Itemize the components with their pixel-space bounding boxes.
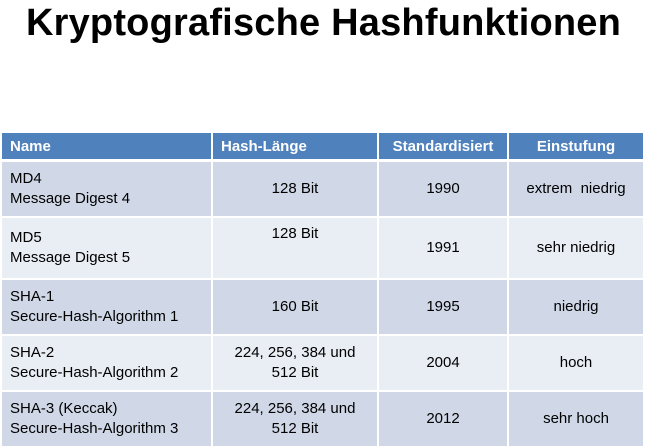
cell-name: MD4 Message Digest 4 xyxy=(2,160,213,218)
page-title: Kryptografische Hashfunktionen xyxy=(25,2,622,44)
table-header-row: Name Hash-Länge Standardisiert Einstufun… xyxy=(2,133,643,162)
cell-rating: sehr hoch xyxy=(508,391,643,448)
cell-hash-length: 224, 256, 384 und 512 Bit xyxy=(212,335,379,392)
algorithm-name: SHA-3 (Keccak) xyxy=(10,400,118,417)
algorithm-full-name: Message Digest 5 xyxy=(10,249,131,266)
cell-hash-length: 160 Bit xyxy=(212,279,379,336)
table-row: SHA-3 (Keccak) Secure-Hash-Algorithm 3 2… xyxy=(2,391,643,448)
algorithm-full-name: Secure-Hash-Algorithm 1 xyxy=(10,308,179,325)
table-row: SHA-2 Secure-Hash-Algorithm 2 224, 256, … xyxy=(2,335,643,392)
cell-year: 1995 xyxy=(378,279,509,336)
hash-functions-table: Name Hash-Länge Standardisiert Einstufun… xyxy=(2,133,643,448)
algorithm-name: SHA-2 xyxy=(10,344,55,361)
cell-year: 1990 xyxy=(378,160,509,218)
cell-name: MD5 Message Digest 5 xyxy=(2,217,213,280)
algorithm-name: MD5 xyxy=(10,229,42,246)
cell-rating: niedrig xyxy=(508,279,643,336)
hash-length-line-1: 224, 256, 384 und xyxy=(234,344,356,361)
algorithm-full-name: Secure-Hash-Algorithm 2 xyxy=(10,364,179,381)
cell-year: 2004 xyxy=(378,335,509,392)
cell-rating: hoch xyxy=(508,335,643,392)
table-row: SHA-1 Secure-Hash-Algorithm 1 160 Bit 19… xyxy=(2,279,643,336)
table-row: MD5 Message Digest 5 128 Bit 1991 sehr n… xyxy=(2,217,643,280)
header-name: Name xyxy=(2,133,213,162)
cell-name: SHA-3 (Keccak) Secure-Hash-Algorithm 3 xyxy=(2,391,213,448)
cell-hash-length: 224, 256, 384 und 512 Bit xyxy=(212,391,379,448)
algorithm-name: SHA-1 xyxy=(10,288,55,305)
cell-rating: sehr niedrig xyxy=(508,217,643,280)
cell-name: SHA-2 Secure-Hash-Algorithm 2 xyxy=(2,335,213,392)
cell-hash-length: 128 Bit xyxy=(212,160,379,218)
header-hash-length: Hash-Länge xyxy=(212,133,379,162)
hash-length-line-2: 512 Bit xyxy=(271,420,319,437)
cell-name: SHA-1 Secure-Hash-Algorithm 1 xyxy=(2,279,213,336)
cell-rating: extrem niedrig xyxy=(508,160,643,218)
cell-year: 2012 xyxy=(378,391,509,448)
cell-hash-length: 128 Bit xyxy=(212,217,379,280)
algorithm-full-name: Secure-Hash-Algorithm 3 xyxy=(10,420,179,437)
algorithm-name: MD4 xyxy=(10,170,42,187)
hash-length-line-1: 224, 256, 384 und xyxy=(234,400,356,417)
table-row: MD4 Message Digest 4 128 Bit 1990 extrem… xyxy=(2,160,643,218)
algorithm-full-name: Message Digest 4 xyxy=(10,190,131,207)
header-standardized: Standardisiert xyxy=(378,133,509,162)
header-rating: Einstufung xyxy=(508,133,643,162)
hash-length-line-2: 512 Bit xyxy=(271,364,319,381)
cell-year: 1991 xyxy=(378,217,509,280)
